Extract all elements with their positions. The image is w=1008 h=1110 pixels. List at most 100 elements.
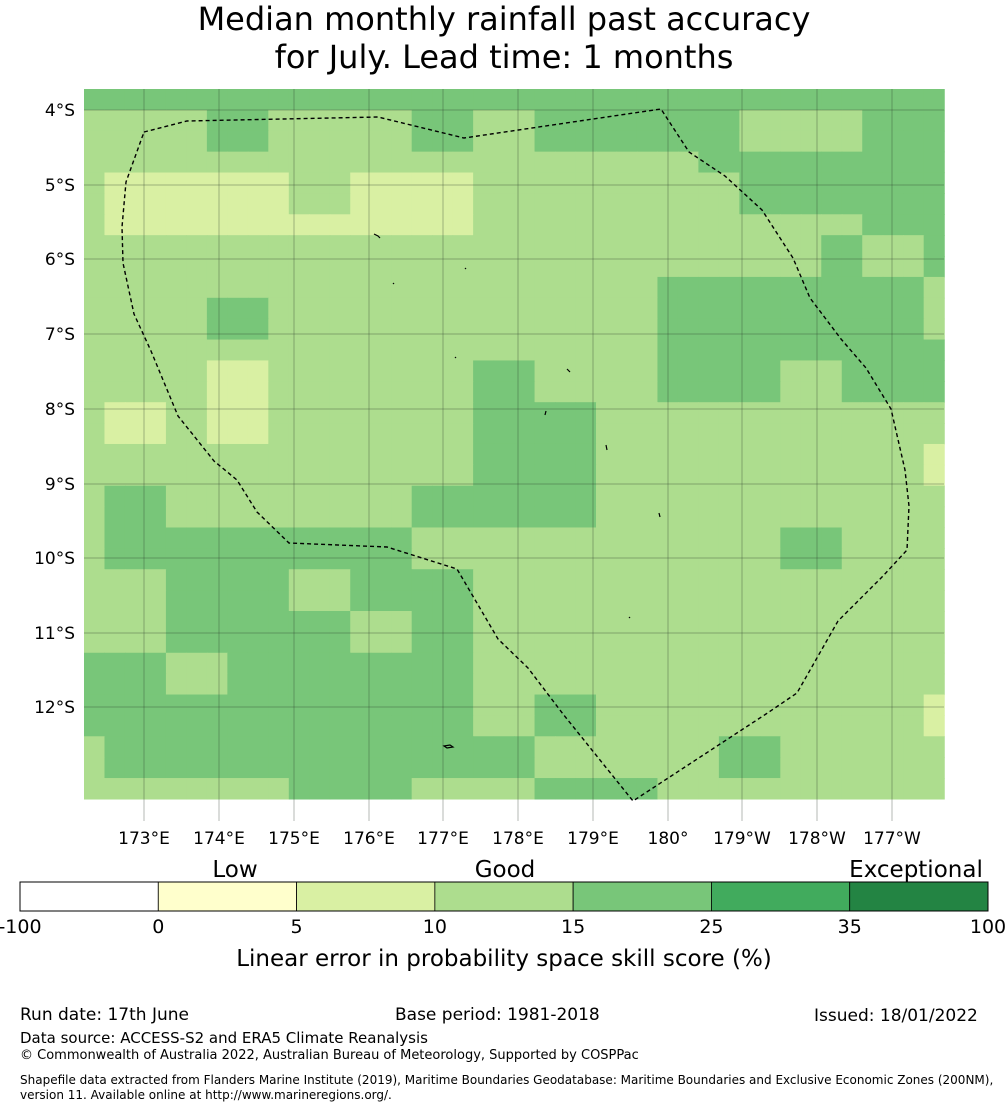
grid-cell [698,652,720,675]
grid-cell [821,193,843,215]
grid-cell [370,423,392,445]
grid-cell [186,631,208,654]
grid-cell [104,214,126,236]
grid-cell [473,214,495,236]
grid-cell [739,485,761,508]
grid-cell [247,443,269,466]
grid-cell [862,339,884,362]
grid-cell [780,89,802,111]
grid-cell [247,256,269,278]
grid-cell [391,297,413,320]
grid-cell [862,485,884,508]
grid-cell [452,736,474,758]
grid-cell [923,527,945,549]
grid-cell [124,193,147,215]
grid-cell [534,611,556,633]
grid-cell [882,214,904,236]
grid-cell [145,297,167,320]
grid-cell [800,276,822,299]
grid-cell [903,297,925,320]
grid-cell [84,214,106,236]
grid-cell [780,715,802,737]
grid-cell [841,464,863,487]
grid-cell [555,276,577,299]
grid-cell [739,297,761,320]
grid-cell [432,715,454,737]
grid-cell [124,736,147,758]
grid-cell [124,443,147,466]
grid-cell [616,193,638,215]
grid-cell [268,276,290,299]
grid-cell [534,652,556,675]
grid-cell [780,590,802,612]
grid-cell [657,402,679,424]
grid-cell [780,464,802,487]
grid-cell [575,506,597,529]
lat-label: 5°S [45,176,75,196]
grid-cell [165,590,187,612]
grid-cell [862,151,884,174]
grid-cell [391,611,413,633]
grid-cell [596,715,618,737]
grid-cell [841,694,863,716]
grid-cell [903,214,925,236]
grid-cell [350,569,372,591]
grid-cell [288,256,310,278]
grid-cell [616,652,638,675]
grid-cell [288,214,310,236]
graticule [84,89,944,821]
grid-cell [104,673,126,696]
grid-cell [677,715,699,737]
grid-cell [391,151,413,174]
grid-cell [596,130,618,153]
grid-cell [329,631,351,654]
grid-cell [636,652,659,675]
lon-label: 180° [648,829,689,849]
grid-cell [657,318,679,341]
grid-cell [124,485,147,508]
grid-cell [882,506,904,529]
grid-cell [575,590,597,612]
lon-label: 174°E [193,829,245,849]
grid-cell [452,360,474,382]
grid-cell [493,381,515,403]
island-shape [442,744,455,749]
grid-cell [534,318,556,341]
grid-cell [636,89,659,111]
grid-cell [432,214,454,236]
grid-cell [555,318,577,341]
grid-cell [473,381,495,403]
grid-cell [616,318,638,341]
grid-cell [391,631,413,654]
grid-cell [432,590,454,612]
grid-cell [923,423,945,445]
grid-cell [329,485,351,508]
grid-cell [268,339,290,362]
grid-cell [145,423,167,445]
grid-cell [84,548,106,570]
grid-cell [452,590,474,612]
grid-cell [596,193,618,215]
grid-cell [862,402,884,424]
colorbar-swatch [434,881,574,912]
grid-cell [104,548,126,570]
grid-cell [411,694,433,716]
grid-cell [124,339,147,362]
grid-cell [534,631,556,654]
grid-cell [821,381,843,403]
grid-cell [370,193,392,215]
grid-cell [555,172,577,194]
grid-cell [247,736,269,758]
grid-cell [411,360,433,382]
grid-cell [432,256,454,278]
grid-cell [329,151,351,174]
grid-cell [186,506,208,529]
grid-cell [903,89,925,111]
colorbar-tick-label: 25 [699,916,723,938]
grid-cell [657,109,679,132]
grid-cell [882,736,904,758]
grid-cell [165,631,187,654]
grid-cell [247,673,269,696]
grid-cell [841,673,863,696]
grid-cell [104,569,126,591]
